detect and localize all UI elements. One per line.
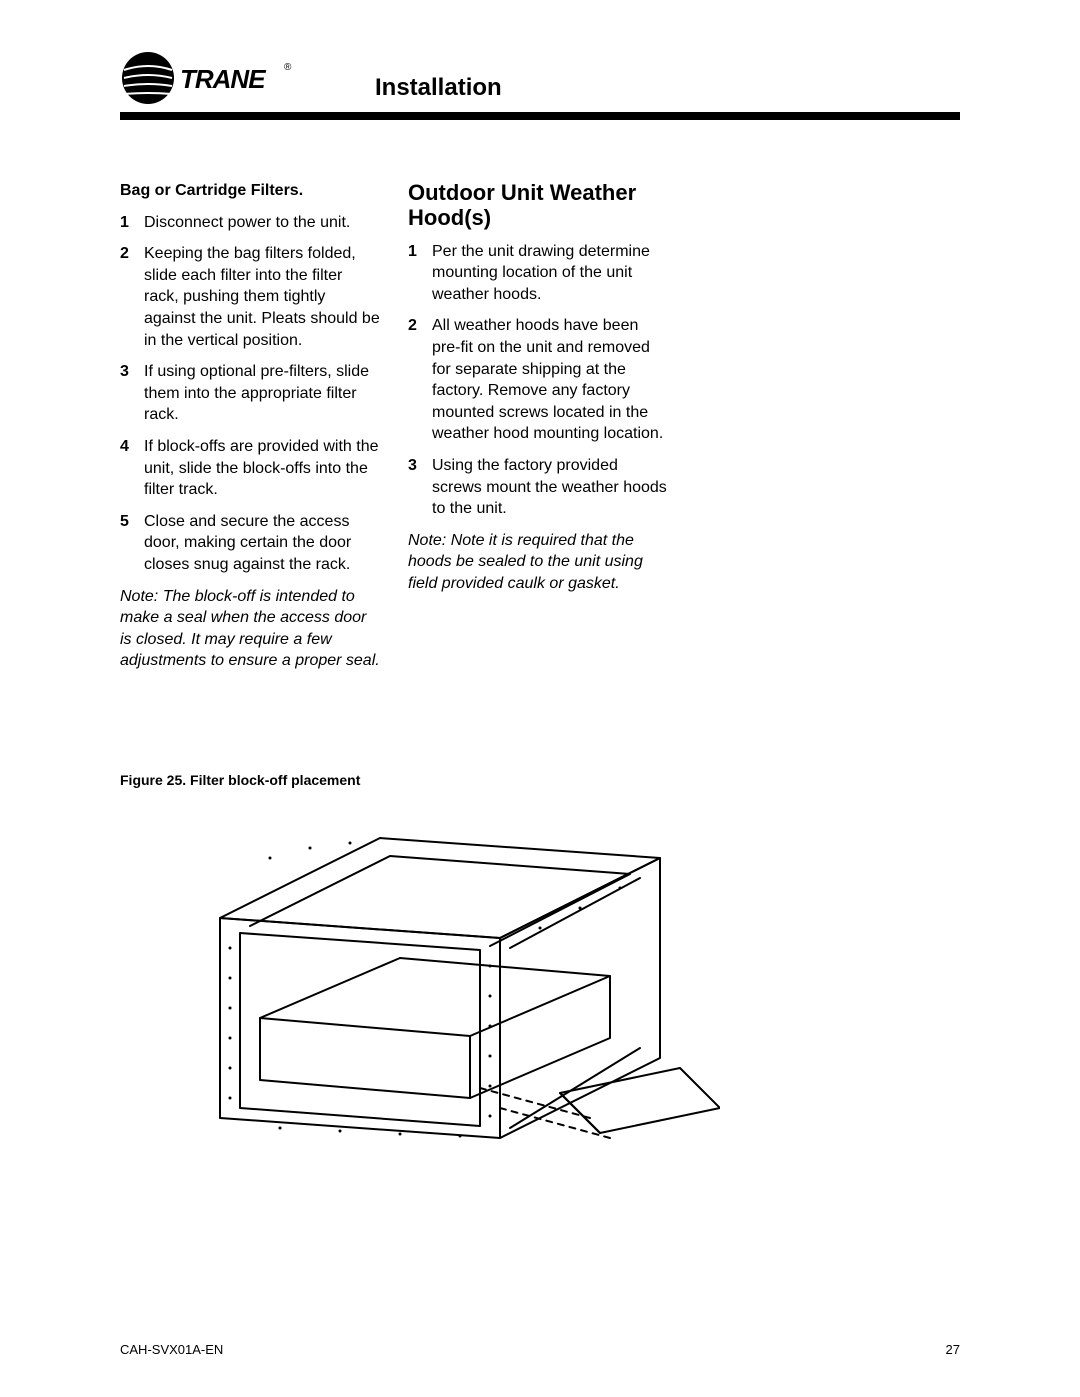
heading-line2: Hood(s) bbox=[408, 205, 491, 230]
list-item: 5Close and secure the access door, makin… bbox=[120, 511, 380, 576]
left-list: 1 Disconnect power to the unit. 2Keeping … bbox=[120, 212, 380, 576]
list-text: Close and secure the access door, making… bbox=[144, 511, 380, 576]
list-number: 2 bbox=[408, 315, 422, 445]
list-item: 3Using the factory provided screws mount… bbox=[408, 455, 668, 520]
list-item: 1Per the unit drawing determine mounting… bbox=[408, 241, 668, 306]
list-item: 4If block-offs are provided with the uni… bbox=[120, 436, 380, 501]
right-column: Outdoor Unit Weather Hood(s) 1Per the un… bbox=[408, 180, 668, 672]
list-number: 1 bbox=[408, 241, 422, 306]
right-list: 1Per the unit drawing determine mounting… bbox=[408, 241, 668, 520]
list-number: 4 bbox=[120, 436, 134, 501]
list-number: 3 bbox=[408, 455, 422, 520]
figure-caption: Figure 25. Filter block-off placement bbox=[120, 772, 960, 788]
header-rule bbox=[120, 112, 960, 120]
list-number: 2 bbox=[120, 243, 134, 351]
list-text: Keeping the bag filters folded, slide ea… bbox=[144, 243, 380, 351]
list-text: Per the unit drawing determine mounting … bbox=[432, 241, 668, 306]
page-header: TRANE ® Installation bbox=[120, 50, 960, 106]
page: TRANE ® Installation Bag or Cartridge Fi… bbox=[0, 0, 1080, 1397]
list-item: 1 Disconnect power to the unit. bbox=[120, 212, 380, 234]
footer-page-number: 27 bbox=[946, 1342, 960, 1357]
svg-text:®: ® bbox=[284, 62, 292, 73]
right-heading: Outdoor Unit Weather Hood(s) bbox=[408, 180, 668, 231]
figure-illustration bbox=[160, 798, 720, 1158]
list-number: 1 bbox=[120, 212, 134, 234]
list-number: 3 bbox=[120, 361, 134, 426]
right-note: Note: Note it is required that the hoods… bbox=[408, 530, 668, 595]
footer-doc-id: CAH-SVX01A-EN bbox=[120, 1342, 223, 1357]
list-item: 3If using optional pre-filters, slide th… bbox=[120, 361, 380, 426]
list-text: All weather hoods have been pre-fit on t… bbox=[432, 315, 668, 445]
brand-text: TRANE bbox=[180, 64, 266, 94]
heading-line1: Outdoor Unit Weather bbox=[408, 180, 636, 205]
left-note: Note: The block-off is intended to make … bbox=[120, 586, 380, 672]
left-column: Bag or Cartridge Filters. 1 Disconnect po… bbox=[120, 180, 380, 672]
page-footer: CAH-SVX01A-EN 27 bbox=[120, 1342, 960, 1357]
section-title: Installation bbox=[375, 74, 502, 102]
list-item: 2Keeping the bag filters folded, slide e… bbox=[120, 243, 380, 351]
list-text: If using optional pre-filters, slide the… bbox=[144, 361, 380, 426]
list-text: Using the factory provided screws mount … bbox=[432, 455, 668, 520]
list-text: Disconnect power to the unit. bbox=[144, 212, 350, 234]
left-subhead: Bag or Cartridge Filters. bbox=[120, 180, 380, 202]
list-text: If block-offs are provided with the unit… bbox=[144, 436, 380, 501]
list-item: 2All weather hoods have been pre-fit on … bbox=[408, 315, 668, 445]
list-number: 5 bbox=[120, 511, 134, 576]
trane-logo: TRANE ® bbox=[120, 50, 295, 106]
content-columns: Bag or Cartridge Filters. 1 Disconnect po… bbox=[120, 180, 960, 672]
